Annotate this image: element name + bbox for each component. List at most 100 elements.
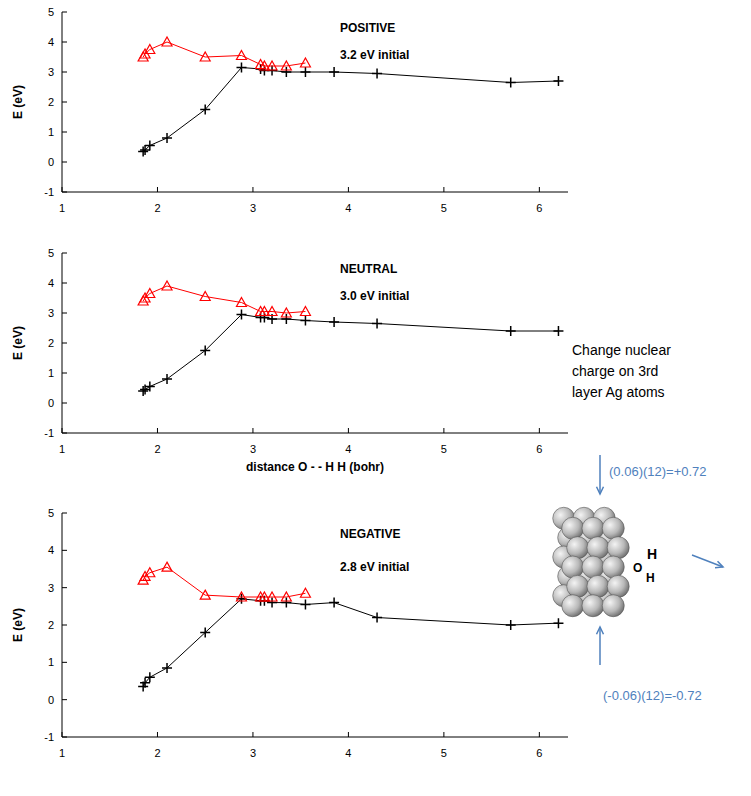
ag-atom [602, 595, 624, 617]
y-tick-label: 5 [48, 6, 54, 18]
x-tick [62, 428, 63, 433]
series-line [143, 315, 558, 392]
y-tick [62, 513, 67, 514]
point [162, 663, 172, 673]
x-tick [539, 732, 540, 737]
point [200, 346, 210, 356]
y-tick [62, 192, 67, 193]
y-tick-label: 2 [48, 96, 54, 108]
x-tick-label: 5 [441, 443, 447, 455]
point [329, 67, 339, 77]
caption: Change nuclear [572, 342, 671, 358]
series-line [143, 599, 558, 687]
y-tick-label: 0 [48, 694, 54, 706]
point [162, 562, 172, 571]
point [553, 76, 563, 86]
point [145, 672, 155, 682]
x-tick [157, 428, 158, 433]
y-tick [62, 132, 67, 133]
atom-label: H [646, 571, 655, 585]
x-tick-label: 1 [59, 202, 65, 214]
x-tick [539, 428, 540, 433]
panel-subtitle: 2.8 eV initial [340, 560, 409, 574]
point [236, 310, 246, 320]
y-tick-label: 3 [48, 66, 54, 78]
ag-atom [562, 517, 584, 539]
panel-subtitle: 3.2 eV initial [340, 48, 409, 62]
x-tick-label: 4 [345, 202, 351, 214]
point [281, 308, 291, 317]
y-tick [62, 737, 67, 738]
ag-atom [582, 556, 604, 578]
x-tick-label: 2 [154, 443, 160, 455]
panel: -1012345123456E (eV)NEGATIVE2.8 eV initi… [11, 507, 568, 759]
ag-atom [567, 575, 589, 597]
panel: -1012345123456E (eV)POSITIVE3.2 eV initi… [11, 6, 568, 214]
point [300, 307, 310, 316]
plot-area [138, 562, 563, 691]
arrow [599, 455, 601, 494]
point [506, 326, 516, 336]
x-tick [252, 187, 253, 192]
x-axis [62, 737, 568, 738]
x-tick-label: 6 [536, 443, 542, 455]
point [267, 307, 277, 316]
x-tick-label: 4 [345, 443, 351, 455]
y-tick [62, 343, 67, 344]
y-tick-label: 4 [48, 36, 54, 48]
point [145, 289, 155, 298]
ag-atom [587, 537, 609, 559]
x-tick-label: 6 [536, 202, 542, 214]
point [140, 145, 150, 155]
x-tick-label: 5 [441, 747, 447, 759]
y-tick-label: 1 [48, 126, 54, 138]
point [372, 319, 382, 329]
point [329, 598, 339, 608]
y-tick [62, 253, 67, 254]
point [506, 78, 516, 88]
y-tick [62, 403, 67, 404]
x-axis [62, 433, 568, 434]
panel-title: NEGATIVE [340, 527, 400, 541]
x-tick [252, 428, 253, 433]
x-tick [348, 428, 349, 433]
point [200, 627, 210, 637]
panel-subtitle: 3.0 eV initial [340, 289, 409, 303]
x-tick-label: 3 [250, 747, 256, 759]
y-tick-label: 3 [48, 307, 54, 319]
point [300, 588, 310, 597]
y-tick [62, 283, 67, 284]
point [162, 281, 172, 290]
point [553, 618, 563, 628]
ag-atom [607, 537, 629, 559]
ag-atom [582, 595, 604, 617]
y-tick-label: 2 [48, 337, 54, 349]
arrow-head [715, 561, 723, 567]
point [145, 141, 155, 151]
ag-atom [582, 517, 604, 539]
x-tick-label: 1 [59, 747, 65, 759]
y-axis-title: E (eV) [11, 608, 25, 642]
y-axis-title: E (eV) [11, 85, 25, 119]
point [236, 298, 246, 307]
y-tick-label: 5 [48, 507, 54, 519]
x-tick-label: 2 [154, 747, 160, 759]
point [281, 61, 291, 70]
point [300, 67, 310, 77]
plot-area [138, 37, 563, 157]
y-tick-label: 3 [48, 582, 54, 594]
y-tick [62, 102, 67, 103]
point [372, 69, 382, 79]
y-tick-label: 4 [48, 544, 54, 556]
point [506, 620, 516, 630]
ag-atom [567, 537, 589, 559]
y-tick-label: -1 [44, 427, 54, 439]
x-tick-label: 3 [250, 443, 256, 455]
y-tick-label: -1 [44, 731, 54, 743]
x-tick-label: 5 [441, 202, 447, 214]
y-tick-label: 2 [48, 619, 54, 631]
point [267, 61, 277, 70]
x-tick [539, 187, 540, 192]
panel: -1012345123456E (eV)distance O - - H H (… [11, 247, 568, 474]
point [162, 374, 172, 384]
